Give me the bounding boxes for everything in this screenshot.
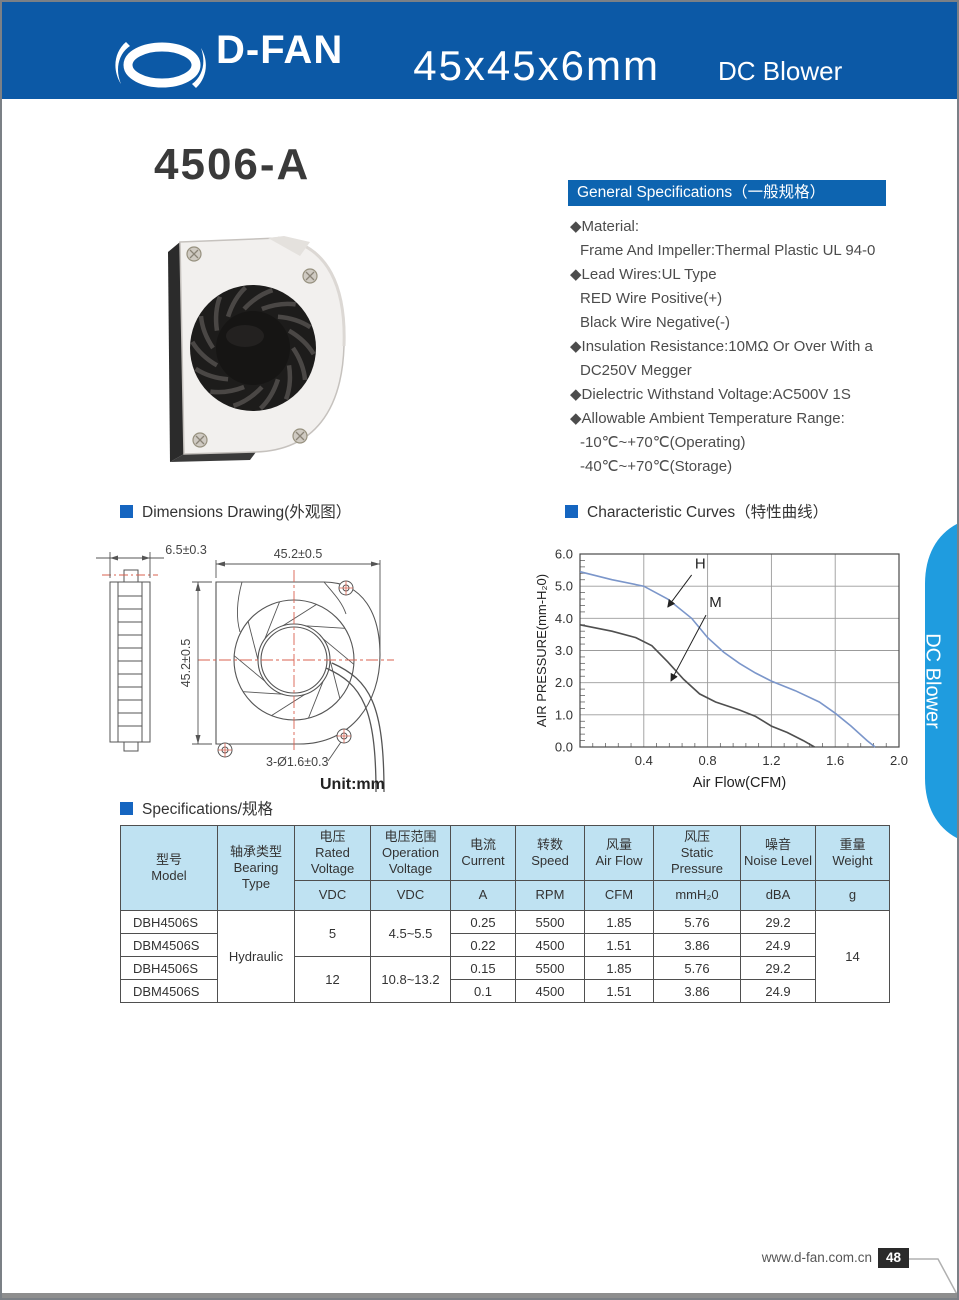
svg-text:1.6: 1.6: [826, 753, 844, 768]
svg-text:H: H: [695, 555, 706, 572]
col-rated-voltage: 电压 Rated Voltage: [294, 825, 371, 881]
brand-name: D-FAN: [216, 28, 344, 72]
unit-pressure: mmH₂0: [653, 880, 741, 911]
page-number-badge: 48: [878, 1248, 909, 1268]
unit-label: Unit:mm: [320, 776, 385, 793]
section-specifications-label: Specifications/规格: [142, 801, 273, 818]
side-tab-label: DC Blower: [922, 633, 944, 729]
unit-operation: VDC: [370, 880, 451, 911]
svg-text:3.0: 3.0: [555, 643, 573, 658]
svg-text:AIR PRESSURE(mm-H₂0): AIR PRESSURE(mm-H₂0): [535, 574, 549, 727]
col-weight: 重量 Weight: [815, 825, 890, 881]
characteristic-curves-chart: 0.0 1.0 2.0 3.0 4.0 5.0 6.0 0.4 0.8 1.2 1.6 2.0 H M Ai…: [535, 547, 908, 792]
col-airflow: 风量 Air Flow: [584, 825, 654, 881]
product-photo: [168, 236, 346, 462]
svg-text:0.4: 0.4: [635, 753, 653, 768]
svg-text:6.0: 6.0: [555, 547, 573, 562]
table-row: DBM4506S 0.1 4500 1.51 3.86 24.9: [120, 979, 890, 1003]
section-curves: Characteristic Curves（特性曲线）: [565, 500, 828, 522]
unit-noise: dBA: [740, 880, 816, 911]
side-tab-dc-blower: DC Blower: [904, 516, 957, 846]
col-noise: 噪音 Noise Level: [740, 825, 816, 881]
svg-text:Air Flow(CFM): Air Flow(CFM): [693, 775, 786, 791]
blue-square-bullet-icon: [120, 504, 133, 518]
spec-line: ◆Lead Wires:UL Type: [570, 266, 717, 283]
spec-line: Frame And Impeller:Thermal Plastic UL 94…: [580, 242, 876, 259]
svg-text:5.0: 5.0: [555, 579, 573, 594]
website-url: www.d-fan.com.cn: [761, 1250, 872, 1265]
spec-line: ◆Material:: [570, 218, 640, 235]
blue-square-bullet-icon: [565, 504, 578, 518]
dim-height-label: 45.2±0.5: [179, 639, 193, 688]
general-specs-title-bar: General Specifications（一般规格）: [568, 180, 886, 206]
spec-line: ◆Insulation Resistance:10MΩ Or Over With…: [570, 338, 873, 355]
blue-square-bullet-icon: [120, 801, 133, 815]
spec-line: DC250V Megger: [580, 362, 692, 379]
svg-text:0.0: 0.0: [555, 740, 573, 755]
spec-line: -10℃~+70℃(Operating): [580, 434, 746, 451]
section-curves-label: Characteristic Curves（特性曲线）: [587, 504, 829, 521]
col-speed: 转数 Speed: [515, 825, 585, 881]
svg-text:0.8: 0.8: [699, 753, 717, 768]
model-number-title: 4506-A: [154, 140, 311, 189]
svg-text:1.2: 1.2: [762, 753, 780, 768]
col-operation-voltage: 电压范围 Operation Voltage: [370, 825, 451, 881]
unit-current: A: [450, 880, 516, 911]
dim-holes-label: 3-Ø1.6±0.3: [266, 755, 328, 769]
svg-text:M: M: [709, 594, 722, 611]
section-dimensions: Dimensions Drawing(外观图）: [120, 500, 351, 522]
dim-width-label: 45.2±0.5: [274, 547, 323, 561]
fan-size-title: 45x45x6mm: [413, 41, 660, 89]
spec-line: RED Wire Positive(+): [580, 290, 723, 307]
bottom-bar: [2, 1293, 957, 1298]
svg-text:2.0: 2.0: [555, 675, 573, 690]
general-spec-list: ◆Material: Frame And Impeller:Thermal Pla…: [570, 215, 910, 479]
page-header: D-FAN 45x45x6mm DC Blower: [2, 2, 957, 99]
unit-weight: g: [815, 880, 890, 911]
product-type-title: DC Blower: [717, 55, 843, 86]
corner-decoration-line: [909, 1258, 957, 1296]
unit-speed: RPM: [515, 880, 585, 911]
dim-side-label: 6.5±0.3: [165, 543, 207, 557]
svg-text:1.0: 1.0: [555, 707, 573, 722]
section-specifications: Specifications/规格: [120, 797, 273, 819]
section-dimensions-label: Dimensions Drawing(外观图）: [142, 504, 352, 521]
specifications-table: 型号 Model 轴承类型 Bearing Type 电压 Rated Volt…: [120, 825, 890, 1003]
spec-line: ◆Dielectric Withstand Voltage:AC500V 1S: [570, 386, 851, 403]
col-static-pressure: 风压 Static Pressure: [653, 825, 741, 881]
spec-line: ◆Allowable Ambient Temperature Range:: [570, 410, 845, 427]
unit-airflow: CFM: [584, 880, 654, 911]
spec-line: -40℃~+70℃(Storage): [580, 458, 733, 475]
unit-rated: VDC: [294, 880, 371, 911]
col-bearing: 轴承类型 Bearing Type: [217, 825, 295, 911]
col-current: 电流 Current: [450, 825, 516, 881]
dimensions-drawing: 6.5±0.3: [96, 543, 394, 793]
svg-text:2.0: 2.0: [890, 753, 908, 768]
side-tab-shape: [925, 524, 957, 838]
brand-logo: D-FAN: [112, 2, 343, 99]
col-model: 型号 Model: [120, 825, 218, 911]
spec-line: Black Wire Negative(-): [580, 314, 731, 331]
svg-text:4.0: 4.0: [555, 611, 573, 626]
fan-swirl-icon: [115, 41, 206, 88]
table-row: DBH4506S Hydraulic 5 4.5~5.5 0.25 5500 1…: [120, 910, 890, 1003]
